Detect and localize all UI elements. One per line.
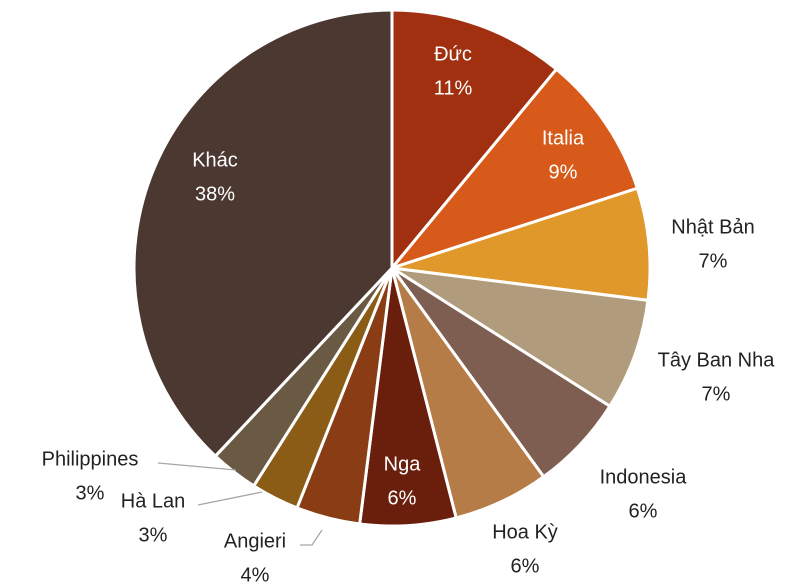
slice-value-label: 3% — [76, 482, 105, 504]
slice-value-label: 38% — [195, 183, 235, 205]
slice-label: Indonesia — [600, 466, 688, 488]
slice-label: Tây Ban Nha — [658, 349, 776, 371]
slice-label: Italia — [542, 127, 585, 149]
slice-label: Hoa Kỳ — [492, 521, 558, 543]
slice-value-label: 6% — [511, 555, 540, 577]
slice-value-label: 7% — [702, 383, 731, 405]
slice-value-label: 4% — [241, 564, 270, 584]
leader-line — [157, 462, 237, 471]
slice-value-label: 6% — [388, 487, 417, 509]
leader-line — [197, 491, 263, 506]
slice-value-label: 11% — [434, 77, 473, 99]
slice-label: Nhật Bản — [671, 216, 754, 238]
slice-value-label: 6% — [629, 500, 658, 522]
pie-slice — [391, 186, 652, 303]
pie-slice — [390, 8, 559, 273]
slice-label: Nga — [384, 453, 422, 475]
slice-label: Hà Lan — [121, 490, 186, 512]
pie-slice — [132, 8, 394, 459]
slice-label: Đức — [434, 43, 472, 65]
pie-slice — [391, 266, 650, 409]
slice-value-label: 9% — [549, 161, 578, 183]
leader-line — [300, 529, 323, 546]
slice-value-label: 7% — [699, 250, 728, 272]
slice-label: Khác — [192, 149, 238, 171]
slice-label: Angieri — [224, 530, 286, 552]
pie-slice — [387, 67, 640, 272]
slice-value-label: 3% — [139, 524, 168, 546]
slice-label: Philippines — [42, 448, 139, 470]
